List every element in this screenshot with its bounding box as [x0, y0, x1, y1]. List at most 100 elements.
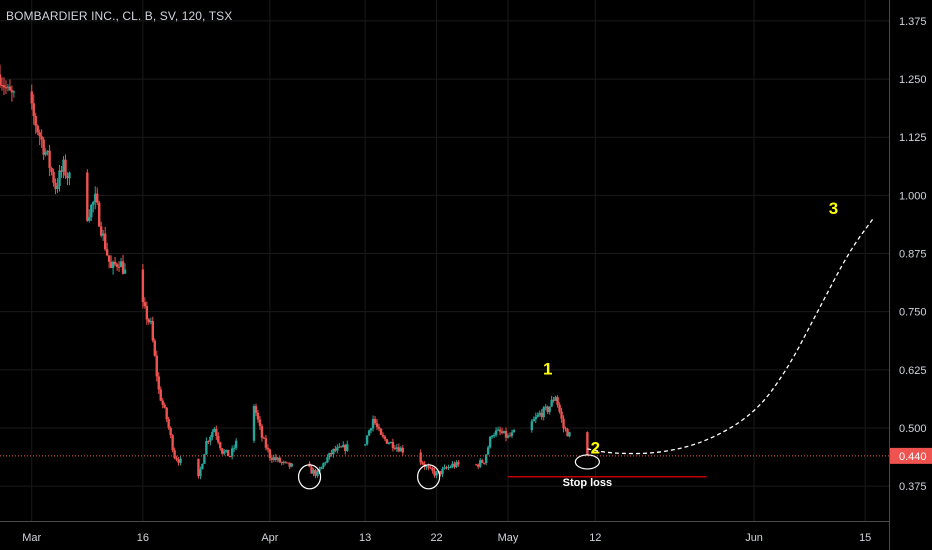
candle — [312, 468, 315, 477]
candle-body — [455, 462, 458, 467]
candle-body — [286, 462, 289, 464]
candle-body — [290, 463, 293, 467]
annotation-label-2[interactable]: 2 — [591, 439, 600, 458]
candle-body — [143, 302, 147, 306]
candle-body — [544, 406, 547, 408]
candle-body — [100, 226, 103, 236]
candle-body — [46, 150, 49, 153]
candle — [512, 428, 516, 433]
candle — [324, 461, 327, 466]
candle-body — [558, 404, 561, 412]
projection-path[interactable] — [587, 218, 874, 455]
candle-body — [504, 430, 508, 438]
highlight-circle[interactable] — [417, 464, 441, 490]
candle-body — [227, 449, 230, 457]
candle — [475, 463, 478, 466]
candle — [504, 427, 508, 442]
candle — [510, 429, 514, 439]
time-tick-label: 22 — [430, 532, 442, 544]
time-tick-label: 12 — [589, 532, 601, 544]
candle-body — [264, 438, 268, 448]
grid — [0, 0, 889, 521]
candle — [387, 441, 391, 445]
candle-body — [215, 428, 218, 436]
candle — [165, 406, 168, 423]
candle-body — [342, 444, 345, 448]
candle — [560, 407, 563, 423]
candle-body — [56, 186, 59, 189]
drawings[interactable]: 1 2 3 Stop loss — [0, 199, 889, 490]
candle — [500, 427, 504, 435]
candle-body — [38, 132, 41, 137]
candle-body — [562, 418, 565, 429]
candle — [215, 425, 218, 440]
annotation-label-3[interactable]: 3 — [829, 199, 838, 218]
candle-body — [68, 172, 71, 179]
candle-body — [532, 419, 535, 422]
candle — [536, 412, 539, 418]
candle-body — [328, 452, 331, 458]
candle-body — [419, 452, 422, 463]
candle-body — [36, 125, 39, 133]
candle-body — [488, 436, 492, 448]
candle — [288, 462, 291, 470]
candle-body — [147, 319, 151, 323]
candle-body — [115, 264, 119, 267]
candle-body — [225, 449, 228, 452]
candle — [252, 404, 256, 444]
candle — [211, 429, 214, 441]
candle — [558, 402, 561, 414]
candle-body — [534, 416, 537, 420]
candle-body — [173, 450, 176, 459]
candle-body — [383, 436, 387, 440]
candle-body — [266, 447, 270, 450]
candle — [143, 297, 147, 309]
candle-body — [548, 406, 551, 413]
candle-body — [262, 437, 266, 439]
candle — [421, 460, 424, 466]
candle — [530, 419, 534, 433]
candle — [552, 396, 555, 403]
candle — [145, 301, 149, 325]
candle — [562, 415, 565, 433]
candle — [42, 137, 45, 160]
candle — [48, 144, 51, 177]
candle-body — [117, 266, 121, 268]
price-tick-label: 1.250 — [899, 74, 927, 86]
candle-body — [508, 435, 512, 437]
candle-body — [234, 440, 238, 448]
candle-body — [8, 86, 12, 91]
annotation-label-1[interactable]: 1 — [543, 359, 552, 378]
candle — [201, 463, 204, 470]
time-tick-label: Apr — [261, 532, 278, 544]
candle — [286, 462, 289, 464]
candle — [56, 178, 59, 193]
highlight-circle[interactable] — [574, 454, 600, 470]
candle — [105, 242, 109, 257]
candle-body — [0, 84, 4, 86]
price-tick-label: 1.375 — [899, 16, 927, 28]
candle — [375, 419, 379, 431]
candle-body — [207, 441, 210, 443]
highlight-circle[interactable] — [297, 464, 322, 490]
candle — [98, 200, 101, 228]
candle — [381, 432, 385, 439]
candle-body — [151, 320, 154, 341]
candle-body — [32, 103, 35, 116]
candle-body — [2, 85, 6, 88]
candle — [10, 85, 14, 102]
candle-body — [230, 448, 234, 457]
stop-loss-label[interactable]: Stop loss — [563, 477, 613, 489]
candle-body — [586, 432, 589, 455]
candle — [221, 448, 224, 455]
price-tick-label: 0.500 — [899, 423, 927, 435]
candle — [441, 466, 444, 478]
candle — [228, 455, 232, 458]
candle-body — [330, 452, 333, 455]
candle-body — [219, 442, 222, 449]
candle-body — [10, 90, 14, 93]
candle — [177, 456, 180, 466]
candle-body — [223, 451, 226, 454]
